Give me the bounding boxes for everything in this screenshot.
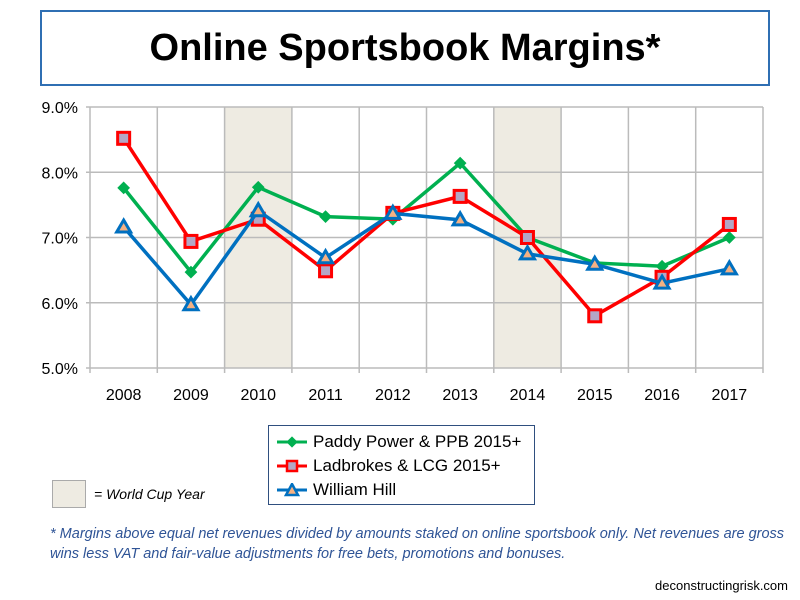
data-point bbox=[318, 263, 334, 279]
y-tick-label: 8.0% bbox=[42, 165, 78, 182]
data-point bbox=[722, 231, 736, 244]
series-line bbox=[122, 208, 730, 308]
data-point bbox=[719, 258, 739, 276]
data-point bbox=[452, 188, 468, 204]
diamond-marker-icon bbox=[277, 436, 307, 448]
legend-item-paddy-power: Paddy Power & PPB 2015+ bbox=[277, 430, 534, 454]
triangle-marker-icon bbox=[277, 483, 307, 497]
y-tick-label: 9.0% bbox=[42, 100, 78, 117]
legend-label: Paddy Power & PPB 2015+ bbox=[313, 432, 522, 451]
data-point bbox=[117, 181, 131, 195]
data-point bbox=[517, 243, 538, 261]
chart-title: Online Sportsbook Margins* bbox=[149, 26, 661, 69]
x-tick-label: 2014 bbox=[510, 387, 546, 404]
x-tick-label: 2008 bbox=[106, 387, 142, 404]
data-point bbox=[450, 209, 470, 227]
legend-item-william-hill: William Hill bbox=[277, 478, 534, 502]
y-tick-label: 5.0% bbox=[42, 361, 78, 378]
legend: Paddy Power & PPB 2015+ Ladbrokes & LCG … bbox=[268, 425, 535, 505]
data-point bbox=[319, 210, 332, 223]
x-tick-label: 2012 bbox=[375, 387, 411, 404]
world-cup-swatch bbox=[52, 480, 86, 508]
legend-label: Ladbrokes & LCG 2015+ bbox=[313, 456, 501, 475]
y-tick-label: 7.0% bbox=[42, 231, 78, 248]
legend-label: William Hill bbox=[313, 480, 397, 499]
x-tick-label: 2009 bbox=[173, 387, 209, 404]
x-tick-label: 2016 bbox=[644, 387, 680, 404]
data-point bbox=[585, 254, 605, 271]
data-point bbox=[453, 156, 467, 170]
world-cup-label: = World Cup Year bbox=[94, 486, 205, 502]
world-cup-key: = World Cup Year bbox=[52, 480, 205, 508]
footnote: * Margins above equal net revenues divid… bbox=[50, 526, 785, 562]
x-tick-label: 2013 bbox=[442, 387, 478, 404]
data-point bbox=[519, 230, 535, 245]
y-tick-label: 6.0% bbox=[42, 296, 78, 313]
chart-title-box: Online Sportsbook Margins* bbox=[40, 10, 770, 86]
x-tick-label: 2017 bbox=[712, 387, 748, 404]
data-point bbox=[114, 217, 134, 234]
data-point bbox=[183, 233, 199, 249]
data-point bbox=[248, 200, 268, 218]
data-point bbox=[383, 203, 403, 220]
data-point bbox=[251, 180, 265, 194]
data-point bbox=[587, 308, 603, 324]
data-point bbox=[721, 216, 737, 232]
data-point bbox=[181, 294, 201, 312]
data-point bbox=[655, 259, 669, 273]
data-point bbox=[315, 247, 336, 265]
series-line bbox=[122, 137, 731, 319]
x-tick-label: 2015 bbox=[577, 387, 613, 404]
x-tick-label: 2011 bbox=[308, 387, 343, 404]
line-chart: 5.0% 6.0% 7.0% 8.0% 9.0% 2008 2009 2010 2011 2012… bbox=[42, 100, 764, 404]
data-point bbox=[116, 130, 132, 146]
data-point bbox=[652, 273, 672, 290]
site-credit: deconstructingrisk.com bbox=[655, 578, 788, 593]
legend-item-ladbrokes: Ladbrokes & LCG 2015+ bbox=[277, 454, 534, 478]
x-tick-label: 2010 bbox=[240, 387, 276, 404]
data-point bbox=[184, 265, 198, 279]
square-marker-icon bbox=[277, 459, 307, 473]
